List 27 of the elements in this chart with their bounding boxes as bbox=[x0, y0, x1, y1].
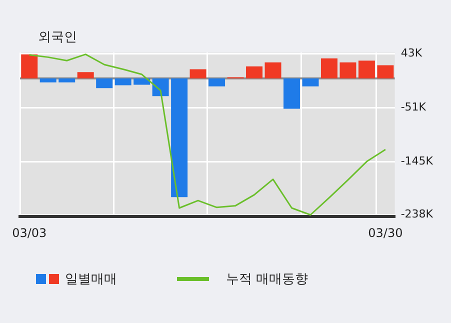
bar bbox=[21, 54, 38, 78]
bar bbox=[152, 78, 169, 96]
y-tick-label: 43K bbox=[400, 46, 423, 60]
bar bbox=[208, 78, 226, 86]
x-tick-label: 03/03 bbox=[12, 226, 47, 240]
legend-label: 일별매매 bbox=[65, 271, 117, 288]
bar bbox=[340, 62, 356, 78]
bar bbox=[246, 66, 263, 78]
y-tick-label: -145K bbox=[400, 154, 434, 168]
bar bbox=[114, 78, 132, 86]
bar bbox=[77, 72, 94, 78]
bar bbox=[40, 78, 56, 82]
bar bbox=[58, 78, 76, 82]
chart-title: 외국인 bbox=[38, 29, 77, 46]
y-tick-label: -238K bbox=[400, 208, 434, 221]
legend-label: 누적 매매동향 bbox=[226, 271, 308, 288]
bar bbox=[264, 62, 282, 78]
bar bbox=[190, 69, 206, 78]
bar bbox=[358, 60, 375, 78]
x-tick-label: 03/30 bbox=[368, 226, 403, 240]
bar bbox=[320, 58, 338, 78]
bar bbox=[171, 78, 188, 198]
bar bbox=[284, 78, 300, 109]
y-tick-label: -51K bbox=[400, 100, 427, 114]
bar bbox=[96, 78, 113, 88]
bar bbox=[302, 78, 319, 86]
bar bbox=[377, 65, 394, 78]
